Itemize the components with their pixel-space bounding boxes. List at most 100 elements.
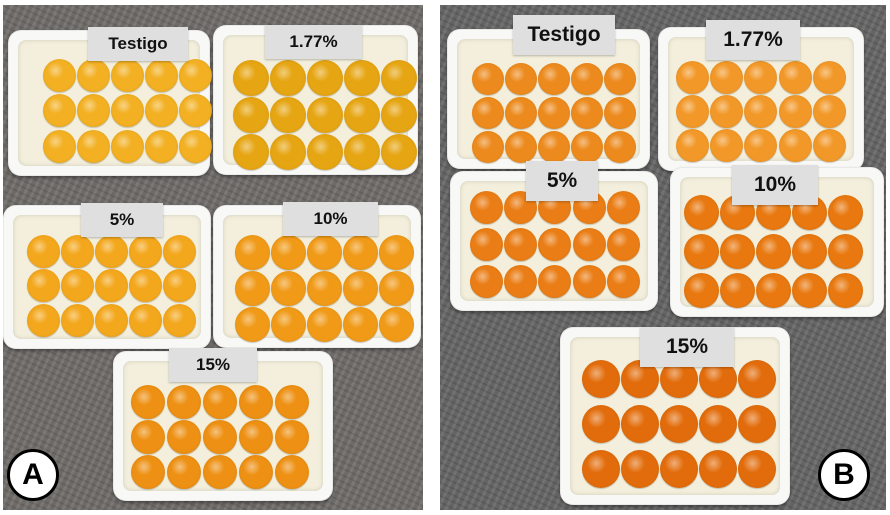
- egg-yolk: [571, 130, 603, 163]
- egg-yolk: [582, 405, 620, 443]
- egg-yolk: [307, 307, 342, 342]
- egg-yolk: [27, 303, 60, 337]
- egg-yolk: [343, 235, 378, 270]
- egg-yolk: [131, 420, 166, 454]
- egg-yolk: [812, 129, 846, 162]
- egg-yolk: [131, 385, 166, 419]
- egg-yolk: [163, 303, 196, 337]
- egg-yolk: [504, 227, 538, 261]
- egg-yolk: [77, 130, 110, 164]
- egg-yolk: [472, 63, 504, 96]
- egg-yolk: [744, 129, 778, 162]
- egg-yolk: [778, 61, 812, 94]
- egg-yolk: [179, 94, 212, 128]
- yolk-grid: [235, 235, 414, 342]
- egg-yolk: [307, 60, 343, 96]
- egg-yolk: [43, 94, 76, 128]
- yolk-grid: [43, 58, 212, 164]
- egg-yolk: [274, 385, 309, 419]
- egg-yolk: [699, 405, 737, 443]
- egg-yolk: [571, 96, 603, 129]
- egg-yolk: [344, 97, 380, 133]
- egg-yolk: [167, 455, 202, 489]
- egg-yolk: [179, 58, 212, 92]
- tray-1-77: [658, 27, 864, 171]
- egg-yolk: [77, 94, 110, 128]
- panel-b-photo: Testigo 1.77% 5% 10% 15% B: [440, 5, 886, 510]
- egg-yolk: [505, 96, 537, 129]
- egg-yolk: [95, 303, 128, 337]
- egg-yolk: [828, 272, 863, 308]
- egg-yolk: [538, 63, 570, 96]
- egg-yolk: [61, 269, 94, 303]
- egg-yolk: [202, 420, 237, 454]
- egg-yolk: [604, 96, 636, 129]
- egg-yolk: [505, 130, 537, 163]
- yolk-grid: [676, 61, 846, 162]
- tray-label: 5%: [526, 161, 598, 201]
- egg-yolk: [381, 60, 417, 96]
- yolk-grid: [27, 235, 196, 337]
- panel-letter-a: A: [7, 449, 59, 501]
- yolk-grid: [472, 63, 636, 163]
- egg-yolk: [604, 63, 636, 96]
- egg-yolk: [379, 307, 414, 342]
- egg-yolk: [233, 97, 269, 133]
- egg-yolk: [202, 385, 237, 419]
- egg-yolk: [572, 227, 606, 261]
- egg-yolk: [710, 129, 744, 162]
- egg-yolk: [111, 130, 144, 164]
- tray-label: Testigo: [513, 15, 615, 55]
- egg-yolk: [676, 61, 710, 94]
- egg-yolk: [572, 264, 606, 298]
- tray-label: 15%: [640, 327, 734, 367]
- egg-yolk: [381, 97, 417, 133]
- egg-yolk: [828, 233, 863, 269]
- egg-yolk: [145, 58, 178, 92]
- egg-yolk: [233, 60, 269, 96]
- egg-yolk: [238, 455, 273, 489]
- panel-letter-b: B: [818, 449, 870, 501]
- tray-5: [450, 171, 658, 311]
- egg-yolk: [129, 235, 162, 269]
- egg-yolk: [202, 455, 237, 489]
- egg-yolk: [660, 405, 698, 443]
- egg-yolk: [684, 233, 719, 269]
- egg-yolk: [43, 58, 76, 92]
- egg-yolk: [95, 269, 128, 303]
- egg-yolk: [684, 272, 719, 308]
- egg-yolk: [538, 264, 572, 298]
- tray-label: 1.77%: [706, 20, 800, 60]
- egg-yolk: [274, 455, 309, 489]
- tray-label: 1.77%: [265, 25, 362, 59]
- tray-label: 10%: [732, 165, 818, 205]
- egg-yolk: [504, 190, 538, 224]
- egg-yolk: [233, 134, 269, 170]
- egg-yolk: [792, 272, 827, 308]
- egg-yolk: [756, 272, 791, 308]
- egg-yolk: [379, 235, 414, 270]
- egg-yolk: [756, 233, 791, 269]
- egg-yolk: [606, 190, 640, 224]
- egg-yolk: [129, 269, 162, 303]
- egg-yolk: [472, 96, 504, 129]
- yolk-grid: [582, 357, 776, 491]
- egg-yolk: [238, 420, 273, 454]
- yolk-grid: [131, 385, 309, 489]
- egg-yolk: [381, 134, 417, 170]
- egg-yolk: [720, 272, 755, 308]
- egg-yolk: [27, 269, 60, 303]
- egg-yolk: [163, 235, 196, 269]
- egg-yolk: [344, 134, 380, 170]
- egg-yolk: [145, 94, 178, 128]
- yolk-grid: [470, 189, 640, 299]
- egg-yolk: [504, 264, 538, 298]
- egg-yolk: [271, 271, 306, 306]
- tray-testigo: [447, 29, 650, 169]
- egg-yolk: [778, 95, 812, 128]
- tray-15: [113, 351, 333, 501]
- egg-yolk: [343, 307, 378, 342]
- egg-yolk: [812, 95, 846, 128]
- egg-yolk: [778, 129, 812, 162]
